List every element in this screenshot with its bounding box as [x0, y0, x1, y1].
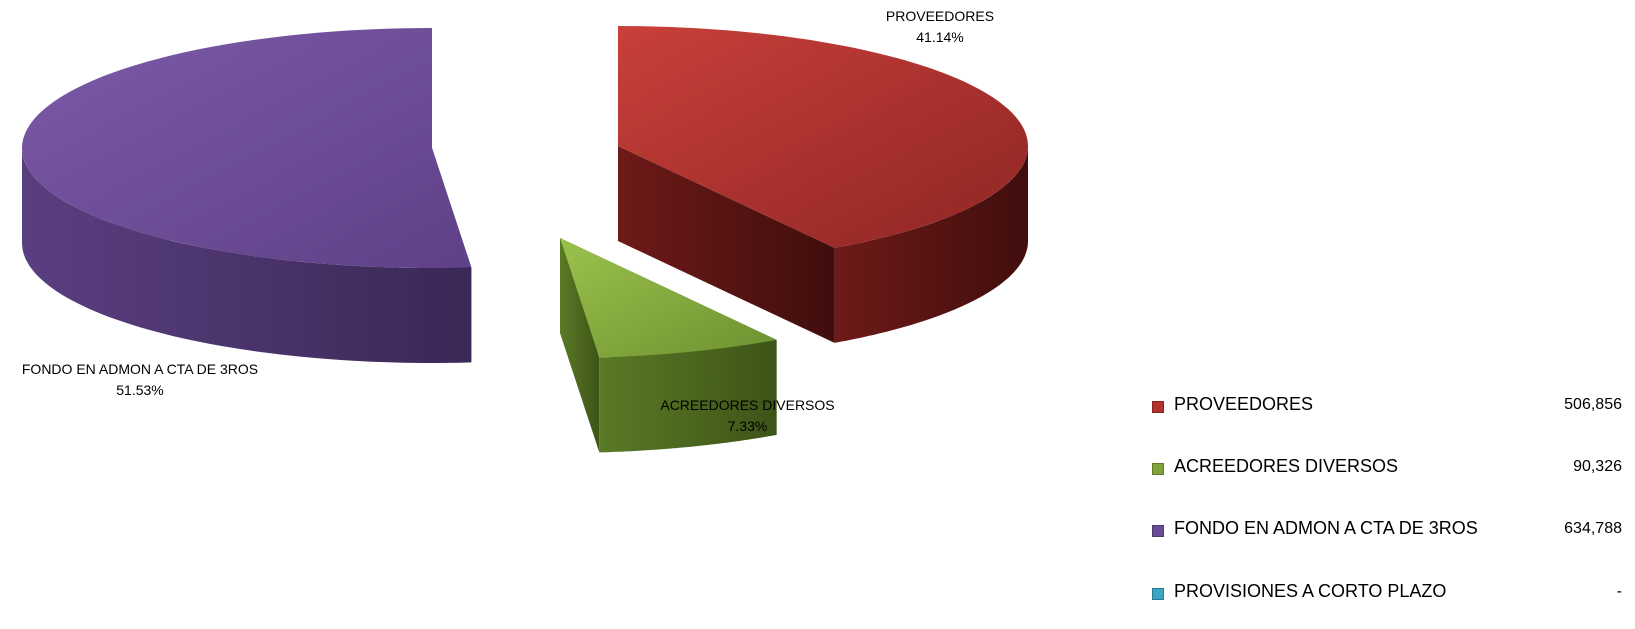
slice-side-wall: [560, 238, 600, 453]
slice-side-wall: [618, 146, 835, 343]
slice-rim: [22, 148, 472, 363]
slice-label-name: FONDO EN ADMON A CTA DE 3ROS: [21, 361, 259, 377]
slice-label-name: PROVEEDORES: [885, 8, 995, 24]
slice-top: [618, 26, 1028, 248]
pie-slice-proveedores: [618, 26, 1028, 343]
slice-label-name: ACREEDORES DIVERSOS: [660, 397, 835, 413]
slice-label-acreedores: ACREEDORES DIVERSOS 7.33%: [640, 395, 855, 437]
pie-slice-fondo: [22, 28, 472, 363]
slice-label-fondo: FONDO EN ADMON A CTA DE 3ROS 51.53%: [0, 359, 280, 401]
slice-label-percent: 51.53%: [116, 382, 164, 398]
pie-slice-acreedores: [560, 238, 777, 453]
slice-rim: [599, 339, 777, 453]
slice-top: [22, 28, 472, 268]
slice-label-percent: 7.33%: [727, 418, 768, 434]
slice-label-proveedores: PROVEEDORES 41.14%: [855, 6, 1025, 48]
slice-top: [560, 238, 777, 358]
slice-label-percent: 41.14%: [916, 29, 964, 45]
slice-rim: [834, 146, 1028, 343]
